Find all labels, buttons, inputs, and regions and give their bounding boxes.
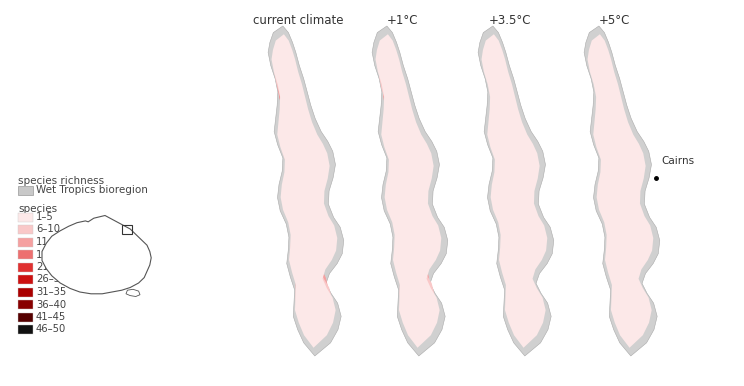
Polygon shape	[394, 141, 414, 242]
Text: +1°C: +1°C	[386, 14, 417, 27]
Polygon shape	[274, 49, 333, 333]
Text: current climate: current climate	[253, 14, 343, 27]
Text: Cairns: Cairns	[661, 156, 694, 166]
Polygon shape	[498, 133, 522, 249]
Polygon shape	[387, 98, 425, 284]
Polygon shape	[282, 94, 321, 288]
Bar	[18, 237, 33, 247]
Text: 31–35: 31–35	[36, 287, 66, 297]
Polygon shape	[398, 161, 408, 220]
Text: species: species	[18, 204, 57, 214]
Polygon shape	[287, 124, 314, 259]
Polygon shape	[277, 64, 330, 318]
Polygon shape	[383, 77, 430, 305]
Text: 16–20: 16–20	[36, 249, 66, 259]
Text: Wet Tropics bioregion: Wet Tropics bioregion	[36, 185, 148, 195]
Bar	[18, 300, 33, 309]
Text: 41–45: 41–45	[36, 312, 66, 322]
Text: 46–50: 46–50	[36, 325, 66, 335]
Text: 1–5: 1–5	[36, 212, 54, 222]
Polygon shape	[42, 215, 151, 294]
Text: +5°C: +5°C	[598, 14, 629, 27]
Polygon shape	[279, 79, 326, 303]
Bar	[18, 275, 33, 284]
Polygon shape	[490, 84, 534, 298]
Text: +3.5°C: +3.5°C	[489, 14, 531, 27]
Text: 36–40: 36–40	[36, 300, 66, 310]
Polygon shape	[292, 153, 306, 229]
Polygon shape	[268, 26, 344, 356]
Bar	[18, 225, 33, 234]
Polygon shape	[126, 289, 140, 296]
Text: species richness: species richness	[18, 176, 104, 186]
Polygon shape	[372, 26, 448, 356]
Bar	[18, 288, 33, 296]
Bar	[18, 250, 33, 259]
Polygon shape	[379, 56, 436, 327]
Bar	[122, 225, 132, 234]
Polygon shape	[588, 34, 653, 348]
Polygon shape	[289, 138, 310, 244]
Text: 26–30: 26–30	[36, 274, 66, 284]
Bar	[18, 213, 33, 222]
Polygon shape	[584, 26, 660, 356]
Bar	[18, 186, 33, 195]
Polygon shape	[284, 108, 318, 274]
Polygon shape	[481, 34, 548, 348]
Text: 11–15: 11–15	[36, 237, 66, 247]
Bar	[18, 262, 33, 271]
Polygon shape	[376, 34, 441, 348]
Polygon shape	[295, 168, 302, 214]
Text: 21–25: 21–25	[36, 262, 66, 272]
Polygon shape	[272, 34, 337, 348]
Bar	[18, 325, 33, 334]
Polygon shape	[391, 119, 419, 263]
Bar	[18, 313, 33, 322]
Polygon shape	[478, 26, 554, 356]
Text: 6–10: 6–10	[36, 225, 60, 235]
